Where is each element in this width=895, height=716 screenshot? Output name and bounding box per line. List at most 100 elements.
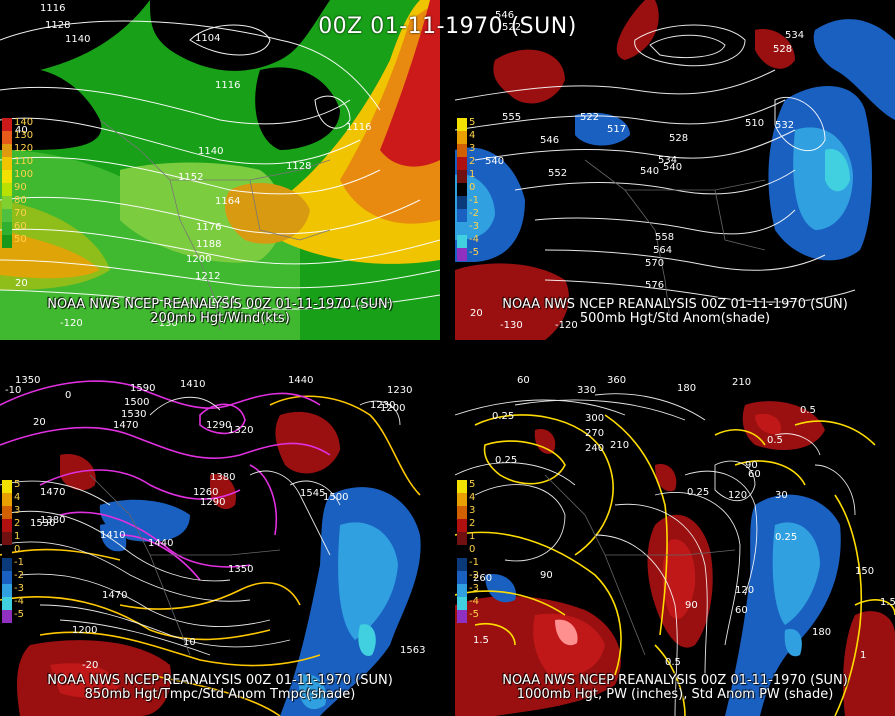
caption-850mb-line1: NOAA NWS NCEP REANALYSIS 00Z 01-11-1970 … — [47, 673, 393, 688]
legend-label: 5 — [469, 479, 476, 490]
contour-label: 1320 — [228, 425, 254, 436]
contour-label: 540 — [640, 166, 660, 177]
legend-swatch: 50 — [2, 234, 27, 248]
contour-label: 240 — [585, 443, 605, 454]
contour-label: 1440 — [288, 375, 314, 386]
contour-label: 1500 — [323, 492, 349, 503]
legend-swatch: 3 — [2, 505, 20, 519]
contour-label: 534 — [658, 155, 678, 166]
legend-swatch: 4 — [457, 492, 475, 506]
contour-label: 0.25 — [492, 411, 515, 422]
legend-swatch: -3 — [2, 583, 24, 597]
legend-label: -4 — [469, 234, 479, 245]
legend-label: -5 — [469, 247, 479, 258]
contour-label: 564 — [653, 245, 673, 256]
panel-1000mb: 5 4 3 2 1 0 -1 -2 -3 -4 -5 NOAA NWS NCEP REANALYSI… — [455, 375, 895, 716]
caption-500mb-line1: NOAA NWS NCEP REANALYSIS 00Z 01-11-1970 … — [502, 297, 848, 312]
legend-label: -3 — [469, 221, 479, 232]
contour-label: 180 — [677, 383, 697, 394]
contour-label: 1590 — [130, 383, 156, 394]
contour-label: 1410 — [180, 379, 206, 390]
legend-label: 0 — [469, 182, 476, 193]
legend-label: -2 — [469, 208, 479, 219]
contour-label: 1140 — [65, 34, 91, 45]
contour-label: 1176 — [196, 222, 222, 233]
contour-label: 0.5 — [767, 435, 783, 446]
legend-label: 0 — [469, 544, 476, 555]
legend-swatch: -5 — [457, 609, 479, 623]
legend-label: 4 — [469, 492, 476, 503]
contour-label: 546 — [495, 10, 515, 21]
contour-label: 1140 — [198, 146, 224, 157]
contour-label: 0 — [65, 390, 72, 401]
contour-label: 528 — [773, 44, 793, 55]
contour-label: 210 — [610, 440, 630, 451]
contour-label: 180 — [812, 627, 832, 638]
legend-label: 4 — [14, 492, 21, 503]
contour-label: 60 — [735, 605, 748, 616]
map-1000mb — [455, 375, 895, 716]
legend-label: -4 — [469, 596, 479, 607]
legend-swatch: 70 — [2, 208, 27, 222]
contour-label: -120 — [555, 320, 578, 331]
contour-label: 528 — [669, 133, 689, 144]
map-500mb — [455, 0, 895, 340]
contour-label: 1116 — [346, 122, 372, 133]
legend-200mb: 140 130 120 110 100 90 80 70 60 50 — [2, 117, 33, 248]
legend-label: 3 — [14, 505, 21, 516]
legend-swatch: 130 — [2, 130, 33, 144]
contour-label: 1.5 — [473, 635, 489, 646]
contour-label: 270 — [585, 428, 605, 439]
panel-200mb: 140 130 120 110 100 90 80 70 60 50 NOAA NWS NCEP … — [0, 0, 440, 340]
legend-label: 1 — [14, 531, 21, 542]
panel-500mb: 5 4 3 2 1 0 -1 -2 -3 -4 -5 NOAA NWS NCEP REANALYSI… — [455, 0, 895, 340]
legend-swatch: -2 — [2, 570, 24, 584]
contour-label: 90 — [745, 460, 758, 471]
legend-label: 3 — [469, 143, 476, 154]
legend-swatch: 100 — [2, 169, 33, 183]
legend-500mb: 5 4 3 2 1 0 -1 -2 -3 -4 -5 — [457, 117, 479, 261]
contour-label: 1212 — [195, 271, 221, 282]
contour-label: 1152 — [178, 172, 204, 183]
legend-label: 80 — [14, 195, 27, 206]
caption-200mb-line2: 200mb Hgt/Wind(kts) — [150, 311, 290, 326]
contour-label: 1.5 — [880, 597, 895, 608]
contour-label: 1350 — [15, 375, 41, 386]
contour-label: 532 — [775, 120, 795, 131]
legend-swatch: -4 — [2, 596, 24, 610]
legend-swatch: 5 — [457, 479, 475, 493]
contour-label: 1530 — [30, 518, 56, 529]
contour-label: 1116 — [40, 3, 66, 14]
legend-swatch: -5 — [2, 609, 24, 623]
contour-label: 534 — [785, 30, 805, 41]
contour-label: 1530 — [121, 409, 147, 420]
legend-swatch: 120 — [2, 143, 33, 157]
legend-swatch: -3 — [457, 583, 479, 597]
contour-label: 1563 — [400, 645, 426, 656]
legend-swatch: 1 — [2, 531, 20, 545]
contour-label: 0.25 — [495, 455, 518, 466]
legend-label: 2 — [469, 156, 476, 167]
contour-label: 1440 — [148, 538, 174, 549]
contour-label: 1224 — [210, 295, 236, 306]
contour-label: 360 — [607, 375, 627, 386]
caption-850mb-line2: 850mb Hgt/Tmpc/Std Anom Tmpc(shade) — [84, 687, 356, 702]
caption-1000mb-line2: 1000mb Hgt, PW (inches), Std Anom PW (sh… — [516, 687, 834, 702]
contour-label: 1188 — [196, 239, 222, 250]
contour-label: 1290 — [206, 420, 232, 431]
legend-swatch: 4 — [2, 492, 20, 506]
contour-label: 1116 — [215, 80, 241, 91]
map-850mb — [0, 375, 440, 716]
contour-label: 20 — [33, 417, 46, 428]
legend-swatch: 1 — [457, 169, 475, 183]
contour-label: 540 — [485, 156, 505, 167]
contour-label: 576 — [645, 280, 665, 291]
legend-swatch: 140 — [2, 117, 33, 131]
legend-swatch: 5 — [457, 117, 475, 131]
contour-label: 1470 — [40, 487, 66, 498]
legend-label: -1 — [469, 557, 479, 568]
legend-label: 5 — [469, 117, 476, 128]
legend-swatch: -1 — [2, 557, 24, 571]
contour-label: 260 — [473, 573, 493, 584]
contour-label: 1290 — [200, 497, 226, 508]
